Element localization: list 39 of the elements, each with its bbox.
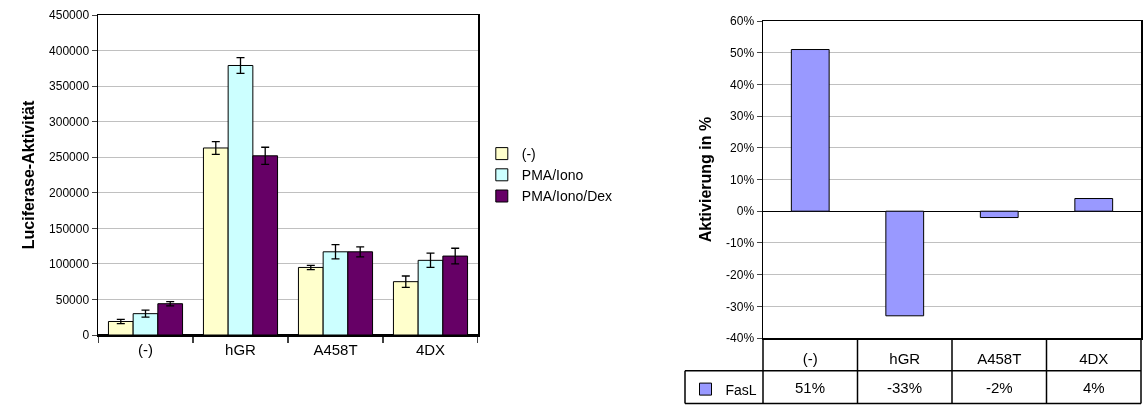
x-tick-label: A458T <box>977 349 1022 367</box>
y-tick-label: 50000 <box>55 292 90 307</box>
y-tick-label: 30% <box>730 109 755 124</box>
x-tick-label: 4DX <box>1079 349 1109 367</box>
x-tick-label: (-) <box>138 340 153 358</box>
y-tick-label: 400000 <box>49 43 90 58</box>
legend-label: PMA/Iono <box>521 167 584 184</box>
y-tick-label: 150000 <box>49 221 90 236</box>
y-tick-label: -20% <box>726 267 755 282</box>
data-label: -33% <box>887 379 923 396</box>
x-tick-label: hGR <box>889 349 921 367</box>
y-tick-label: -30% <box>726 299 755 314</box>
y-tick-label: 350000 <box>49 79 90 94</box>
y-tick-label: 50% <box>730 45 755 60</box>
y-tick-label: 450000 <box>49 8 90 23</box>
data-label: -2% <box>986 379 1013 396</box>
y-tick-label: 100000 <box>49 257 90 272</box>
y-tick-label: 0% <box>736 204 755 219</box>
y-tick-label: 0 <box>82 328 90 343</box>
legend-label: (-) <box>521 146 536 163</box>
legend-label: FasL <box>725 381 757 398</box>
y-tick-label: -40% <box>726 331 755 346</box>
y-tick-label: 200000 <box>49 185 90 200</box>
data-label: 51% <box>795 379 826 396</box>
data-label: 4% <box>1083 379 1105 396</box>
legend-label: PMA/Iono/Dex <box>521 188 613 205</box>
x-tick-label: 4DX <box>415 340 446 358</box>
y-tick-label: 250000 <box>49 150 90 165</box>
y-tick-label: 300000 <box>49 114 90 129</box>
x-tick-label: A458T <box>313 340 358 358</box>
y-tick-label: 10% <box>730 172 755 187</box>
y-axis-title: Aktivierung in % <box>697 116 715 243</box>
y-tick-label: 60% <box>730 14 755 29</box>
y-tick-label: 40% <box>730 77 755 92</box>
x-tick-label: hGR <box>225 340 257 358</box>
y-tick-label: 20% <box>730 141 755 155</box>
y-tick-label: -10% <box>726 236 755 251</box>
x-tick-label: (-) <box>802 349 818 367</box>
y-axis-title: Luciferase-Aktivität <box>20 100 38 250</box>
